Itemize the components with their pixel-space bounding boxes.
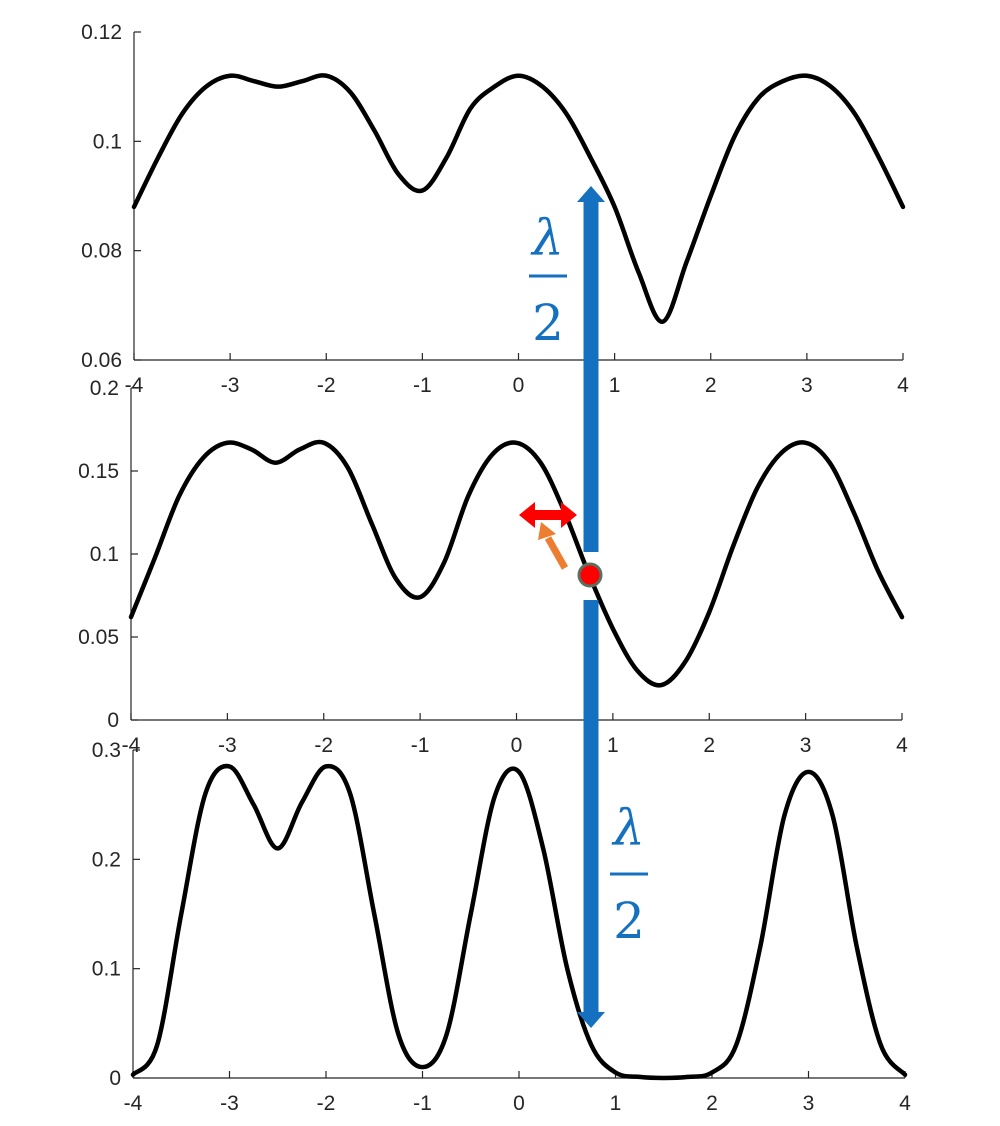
panel-middle: -4 -3 -2 -1 0 1 2 3 4 0 0.05 0.1 0.15 0.2 bbox=[78, 377, 908, 757]
y-tick-label: 0.1 bbox=[92, 958, 121, 981]
x-tick-label: 3 bbox=[801, 374, 813, 397]
denominator-upper: 2 bbox=[532, 294, 564, 352]
x-tick-label: 4 bbox=[897, 374, 909, 397]
x-tick-label: -2 bbox=[314, 734, 333, 757]
vertical-half-wavelength-arrow bbox=[577, 186, 605, 1028]
y-tick-label: 0.05 bbox=[78, 626, 119, 649]
series-line bbox=[130, 763, 908, 1081]
y-tick-label: 0.12 bbox=[81, 21, 122, 44]
lambda-symbol-upper: λ bbox=[530, 209, 564, 267]
panel-top: -4 -3 -2 -1 0 1 2 3 4 0.06 0.08 0.1 0.12 bbox=[81, 21, 909, 397]
x-tick-label: -1 bbox=[413, 374, 432, 397]
series-line bbox=[128, 439, 905, 688]
x-tick-label: -2 bbox=[317, 374, 336, 397]
fraction-lower: λ 2 bbox=[610, 799, 648, 950]
y-tick-label: 0 bbox=[109, 1067, 121, 1090]
x-tick-label: 0 bbox=[513, 1092, 525, 1115]
horizontal-arrow-head-left bbox=[519, 502, 535, 528]
x-tick-label: 4 bbox=[896, 734, 908, 757]
horizontal-displacement-arrow bbox=[519, 502, 577, 528]
x-tick-label: -4 bbox=[124, 1092, 143, 1115]
x-tick-label: 0 bbox=[513, 374, 525, 397]
x-tick-label: -2 bbox=[317, 1092, 336, 1115]
x-tick-label: -1 bbox=[411, 734, 430, 757]
horizontal-arrow-shaft bbox=[533, 510, 563, 520]
lambda-symbol-lower: λ bbox=[611, 799, 645, 857]
y-tick-label: 0.2 bbox=[92, 848, 121, 871]
tangent-arrow bbox=[538, 522, 569, 570]
y-tick-label: 0.06 bbox=[81, 349, 122, 372]
tangent-arrow-shaft bbox=[544, 536, 569, 570]
x-tick-label: -3 bbox=[218, 734, 237, 757]
x-tick-label: -4 bbox=[122, 734, 141, 757]
y-tick-label: 0 bbox=[107, 709, 119, 732]
particle-marker bbox=[577, 562, 603, 588]
fraction-upper: λ 2 bbox=[529, 209, 567, 352]
panel-bottom: -4 -3 -2 -1 0 1 2 3 4 0 0.1 0.2 0.3 bbox=[92, 739, 911, 1115]
x-tick-label: 2 bbox=[705, 374, 717, 397]
y-tick-label: 0.3 bbox=[92, 739, 121, 762]
y-tick-label: 0.1 bbox=[93, 130, 122, 153]
x-tick-label: -3 bbox=[220, 1092, 239, 1115]
horizontal-arrow-head-right bbox=[561, 502, 577, 528]
x-tick-label: 2 bbox=[703, 734, 715, 757]
series-line bbox=[131, 73, 906, 324]
x-tick-label: 3 bbox=[803, 1092, 815, 1115]
x-tick-label: 4 bbox=[899, 1092, 911, 1115]
x-tick-label: -1 bbox=[413, 1092, 432, 1115]
x-tick-label: 0 bbox=[511, 734, 523, 757]
y-tick-label: 0.08 bbox=[81, 240, 122, 263]
y-tick-label: 0.15 bbox=[78, 460, 119, 483]
vertical-arrow-head-up bbox=[577, 186, 605, 202]
denominator-lower: 2 bbox=[613, 892, 645, 950]
x-tick-label: 2 bbox=[706, 1092, 718, 1115]
vertical-arrow-head-down bbox=[577, 1012, 605, 1028]
x-tick-label: 1 bbox=[609, 374, 621, 397]
x-tick-label: -3 bbox=[221, 374, 240, 397]
tangent-arrow-head bbox=[538, 522, 556, 540]
x-tick-label: -4 bbox=[125, 374, 144, 397]
x-tick-label: 3 bbox=[800, 734, 812, 757]
x-tick-label: 1 bbox=[607, 734, 619, 757]
annotations: λ 2 λ 2 bbox=[519, 186, 648, 1028]
y-tick-label: 0.1 bbox=[90, 543, 119, 566]
y-tick-label: 0.2 bbox=[90, 377, 119, 400]
x-tick-label: 1 bbox=[610, 1092, 622, 1115]
